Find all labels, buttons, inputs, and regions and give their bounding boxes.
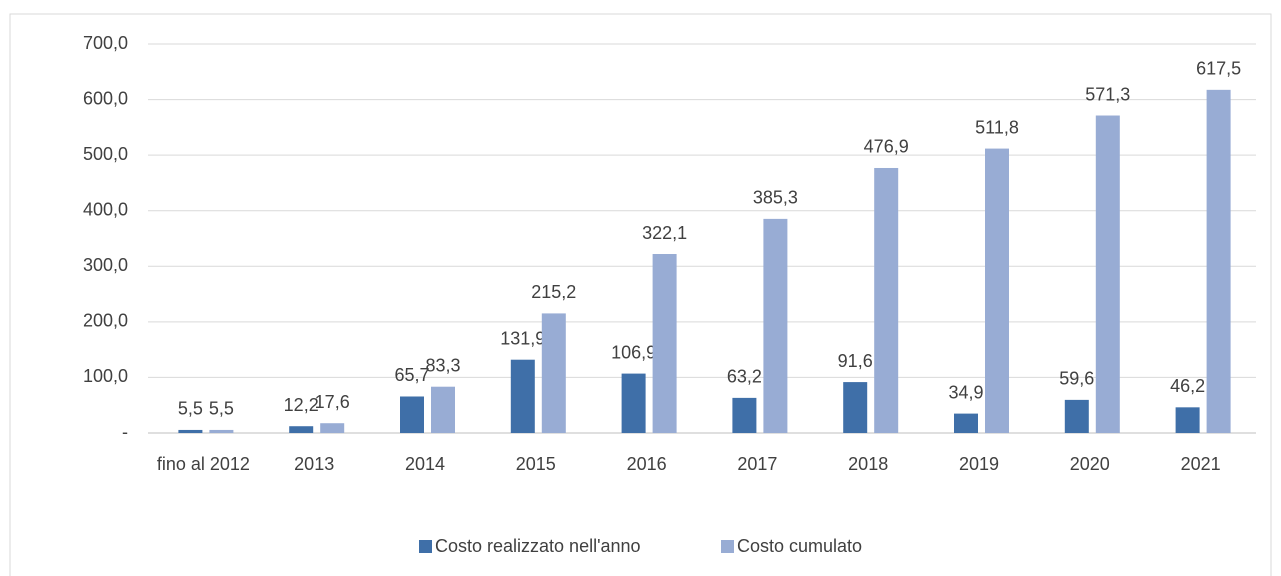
bar [510, 359, 535, 433]
x-tick-label: 2021 [1181, 454, 1221, 474]
data-label: 83,3 [425, 355, 460, 375]
bar [1064, 399, 1089, 433]
bar [541, 313, 566, 433]
bar [320, 423, 345, 433]
bar [1206, 89, 1231, 433]
x-tick-label: 2019 [959, 454, 999, 474]
x-tick-label: 2013 [294, 454, 334, 474]
data-label: 12,2 [284, 395, 319, 415]
bar [763, 218, 788, 433]
legend-swatch [419, 540, 432, 553]
y-tick-label: 600,0 [83, 88, 128, 108]
y-tick-label: 500,0 [83, 144, 128, 164]
data-label: 91,6 [838, 351, 873, 371]
bar [431, 386, 455, 433]
x-tick-label: 2017 [737, 454, 777, 474]
data-label: 46,2 [1170, 376, 1205, 396]
data-label: 5,5 [178, 399, 203, 419]
x-tick-label: fino al 2012 [157, 454, 250, 474]
data-label: 63,2 [727, 367, 762, 387]
data-label: 617,5 [1196, 59, 1241, 79]
x-tick-label: 2016 [627, 454, 667, 474]
y-tick-label: 300,0 [83, 255, 128, 275]
data-label: 106,9 [611, 342, 656, 362]
y-tick-label: 700,0 [83, 33, 128, 53]
y-tick-label: 100,0 [83, 366, 128, 386]
data-label: 5,5 [209, 399, 234, 419]
bar [289, 426, 314, 433]
data-label: 385,3 [753, 188, 798, 208]
legend-label: Costo realizzato nell'anno [435, 536, 641, 556]
y-tick-label: 200,0 [83, 311, 128, 331]
bar [843, 382, 868, 433]
bar [732, 397, 757, 433]
bar [178, 429, 203, 433]
bar [954, 413, 978, 433]
bar [209, 429, 234, 433]
data-label: 65,7 [394, 365, 429, 385]
x-tick-label: 2018 [848, 454, 888, 474]
y-tick-label: 400,0 [83, 199, 128, 219]
data-label: 34,9 [948, 382, 983, 402]
bar [1095, 115, 1120, 433]
legend-label: Costo cumulato [737, 536, 862, 556]
data-label: 322,1 [642, 223, 687, 243]
data-label: 571,3 [1085, 84, 1130, 104]
bar [400, 396, 424, 433]
bar [1175, 407, 1200, 433]
bar [621, 373, 646, 433]
data-label: 511,8 [975, 117, 1019, 137]
data-label: 476,9 [864, 137, 909, 157]
x-tick-label: 2020 [1070, 454, 1110, 474]
x-tick-label: 2014 [405, 454, 445, 474]
data-label: 17,6 [315, 392, 350, 412]
chart-border [9, 13, 1272, 576]
x-tick-label: 2015 [516, 454, 556, 474]
data-label: 131,9 [500, 328, 545, 348]
bar [652, 254, 677, 433]
bar [874, 167, 899, 433]
bar [985, 148, 1009, 433]
y-tick-label: - [122, 422, 128, 442]
legend-swatch [721, 540, 734, 553]
data-label: 215,2 [531, 282, 576, 302]
data-label: 59,6 [1059, 369, 1094, 389]
